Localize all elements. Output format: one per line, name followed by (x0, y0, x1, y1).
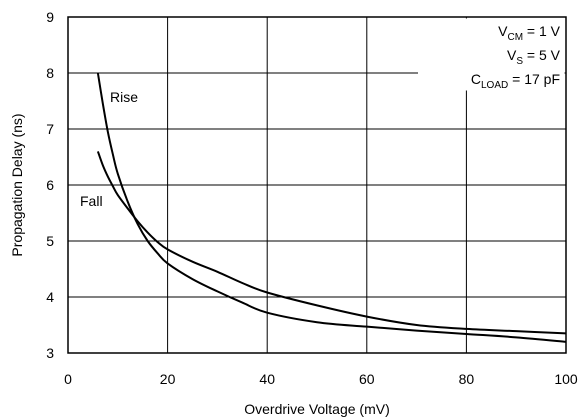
series-label-fall: Fall (80, 193, 103, 209)
x-tick-label: 100 (554, 371, 578, 387)
x-tick-label: 60 (359, 371, 375, 387)
series-lines (96, 72, 567, 343)
plot-frame (67, 16, 567, 354)
series-line-rise (96, 72, 567, 343)
annotation-vs: VS = 5 V (507, 47, 561, 67)
x-tick-label: 40 (259, 371, 275, 387)
y-tick-label: 9 (46, 9, 54, 25)
series-label-rise: Rise (110, 89, 138, 105)
y-tick-label: 7 (46, 121, 54, 137)
annotation-box (418, 18, 565, 91)
y-tick-label: 6 (46, 177, 54, 193)
y-tick-label: 8 (46, 65, 54, 81)
y-axis-label: Propagation Delay (ns) (9, 113, 25, 256)
x-tick-label: 20 (160, 371, 176, 387)
x-axis-label: Overdrive Voltage (mV) (244, 401, 390, 417)
annotation-cload: CLOAD = 17 pF (471, 71, 560, 91)
annotation-vcm: VCM = 1 V (498, 23, 561, 43)
y-tick-label: 3 (46, 345, 54, 361)
series-line-fall (96, 151, 567, 335)
x-tick-label: 80 (459, 371, 475, 387)
y-tick-label: 5 (46, 233, 54, 249)
x-tick-label: 0 (64, 371, 72, 387)
tick-labels: 0 20 40 60 80 100 3 4 5 6 7 8 9 (46, 9, 578, 387)
y-tick-label: 4 (46, 289, 54, 305)
